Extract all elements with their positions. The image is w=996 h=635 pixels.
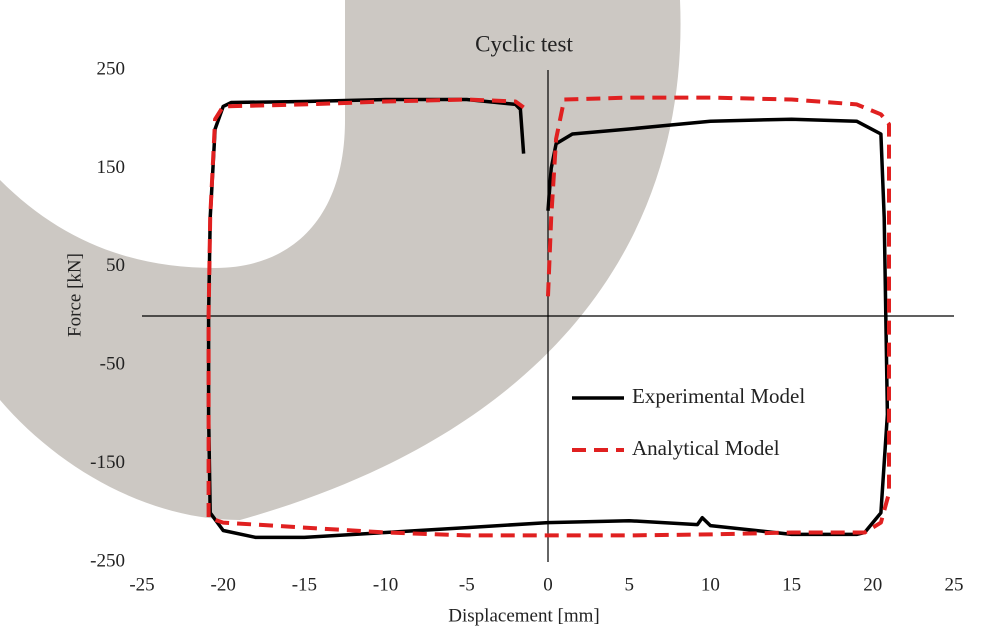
x-axis-title: Displacement [mm] (448, 605, 599, 626)
x-tick-label: -15 (292, 574, 317, 595)
y-tick-label: 50 (106, 255, 125, 276)
x-tick-label: -25 (129, 574, 154, 595)
x-tick-label: 10 (701, 574, 720, 595)
chart: Cyclic test Displacement [mm] Force [kN]… (0, 0, 996, 630)
y-axis-title: Force [kN] (64, 253, 85, 337)
y-tick-label: 150 (97, 157, 126, 178)
x-tick-label: 5 (624, 574, 634, 595)
chart-title: Cyclic test (475, 31, 573, 56)
x-tick-label: 0 (543, 574, 553, 595)
y-tick-label: -150 (90, 452, 125, 473)
x-tick-label: 20 (863, 574, 882, 595)
legend-label: Experimental Model (632, 384, 805, 408)
x-tick-label: 15 (782, 574, 801, 595)
x-tick-label: 25 (945, 574, 964, 595)
legend-label: Analytical Model (632, 436, 780, 460)
x-tick-label: -5 (459, 574, 475, 595)
y-tick-label: -50 (100, 354, 125, 375)
y-tick-label: -250 (90, 550, 125, 571)
x-tick-label: -10 (373, 574, 398, 595)
y-tick-label: 250 (97, 58, 126, 79)
x-tick-label: -20 (211, 574, 236, 595)
